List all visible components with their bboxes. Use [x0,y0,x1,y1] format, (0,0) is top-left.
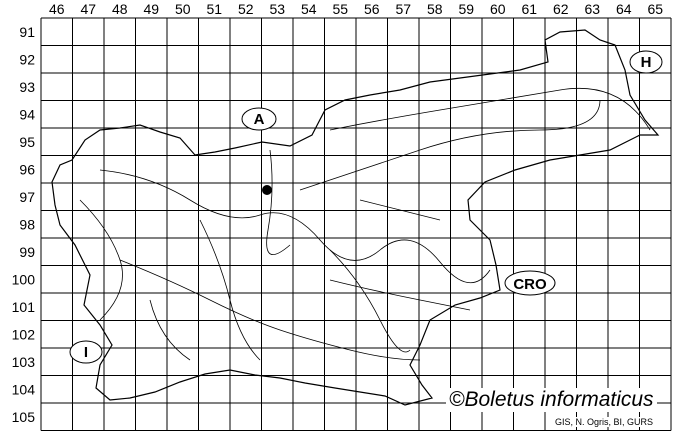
row-label: 95 [19,134,35,150]
row-label: 93 [19,79,35,95]
row-label: 105 [12,409,36,425]
country-label-croatia: CRO [504,270,556,296]
column-label: 55 [332,1,348,17]
column-label: 63 [584,1,600,17]
column-label: 54 [301,1,317,17]
row-label: 99 [19,244,35,260]
column-label: 58 [427,1,443,17]
credit-text: GIS, N. Ogris, BI, GURS [555,417,654,427]
column-label: 53 [269,1,285,17]
row-label: 91 [19,24,35,40]
row-label: 104 [12,381,36,397]
country-label-italy: I [69,340,103,364]
svg-text:CRO: CRO [513,276,547,293]
row-label: 103 [12,354,36,370]
column-label: 65 [647,1,663,17]
column-label: 62 [553,1,569,17]
rivers [79,87,651,361]
svg-text:I: I [84,344,88,361]
watermark: ©Boletus informaticus [446,388,657,412]
row-label: 102 [12,326,36,342]
column-label: 52 [238,1,254,17]
column-label: 60 [490,1,506,17]
column-label: 47 [80,1,96,17]
row-label: 97 [19,189,35,205]
row-label: 101 [12,299,36,315]
svg-text:H: H [641,54,652,71]
column-label: 59 [458,1,474,17]
column-label: 48 [112,1,128,17]
column-label: 56 [364,1,380,17]
column-label: 64 [616,1,632,17]
country-label-austria: A [241,107,277,131]
column-label: 49 [143,1,159,17]
row-label: 94 [19,106,35,122]
row-label: 98 [19,216,35,232]
grid-lines [40,17,672,431]
column-label: 61 [521,1,537,17]
row-label: 92 [19,51,35,67]
row-labels: 91 92 93 94 95 96 97 98 99 100 101 102 103 104 105 [12,24,36,425]
country-label-hungary: H [629,50,663,74]
column-label: 50 [175,1,191,17]
column-label: 57 [395,1,411,17]
row-label: 96 [19,161,35,177]
column-labels: 46 47 48 49 50 51 52 53 54 55 56 57 58 59 60 61 62 63 64 65 [49,1,663,17]
record-marker [262,185,272,195]
column-label: 51 [206,1,222,17]
row-label: 100 [12,271,36,287]
column-label: 46 [49,1,65,17]
country-border [51,29,660,406]
svg-text:A: A [254,111,265,128]
